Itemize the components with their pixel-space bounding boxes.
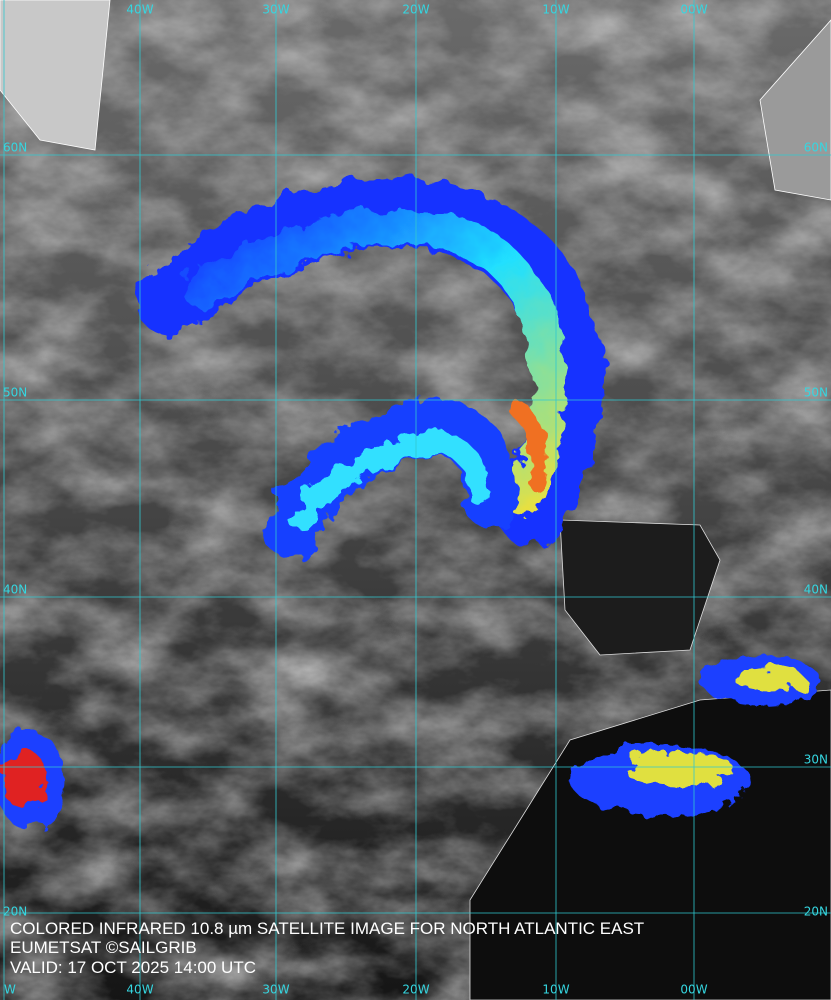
latitude-label: 40N <box>804 583 828 597</box>
caption-line: EUMETSAT ©SAILGRIB <box>10 938 197 957</box>
cloud-band-core <box>289 428 491 531</box>
convection-core <box>3 750 47 810</box>
caption-line: COLORED INFRARED 10.8 µm SATELLITE IMAGE… <box>10 919 644 938</box>
longitude-label: 20W <box>402 983 429 997</box>
convection-core <box>625 752 735 788</box>
longitude-label: 10W <box>542 3 569 17</box>
longitude-label: 30W <box>262 3 289 17</box>
longitude-label: 10W <box>542 983 569 997</box>
greenland <box>0 0 111 151</box>
latitude-label: 20N <box>804 905 828 919</box>
iberia <box>559 519 721 656</box>
graticule-labels: 40W 30W 20W 10W 00W W 40W 30W 20W 10W 00W 60N 50N 40N… <box>3 3 828 997</box>
longitude-label: 00W <box>680 983 707 997</box>
cloud-top-cold <box>511 401 547 489</box>
longitude-label: 40W <box>126 983 153 997</box>
convection-core <box>735 668 805 692</box>
longitude-label: 40W <box>126 3 153 17</box>
latitude-label: 30N <box>804 753 828 767</box>
longitude-label: 20W <box>402 3 429 17</box>
latitude-label: 50N <box>3 386 27 400</box>
longitude-label: W <box>4 983 16 997</box>
latitude-label: 60N <box>804 141 828 155</box>
latitude-label: 20N <box>3 905 27 919</box>
storm-system <box>0 178 820 830</box>
longitude-label: 00W <box>680 3 707 17</box>
caption-line: VALID: 17 OCT 2025 14:00 UTC <box>10 958 256 977</box>
cloud-band-core <box>182 210 568 518</box>
longitude-label: 30W <box>262 983 289 997</box>
latitude-label: 40N <box>3 583 27 597</box>
latitude-label: 50N <box>804 386 828 400</box>
latitude-label: 60N <box>3 141 27 155</box>
